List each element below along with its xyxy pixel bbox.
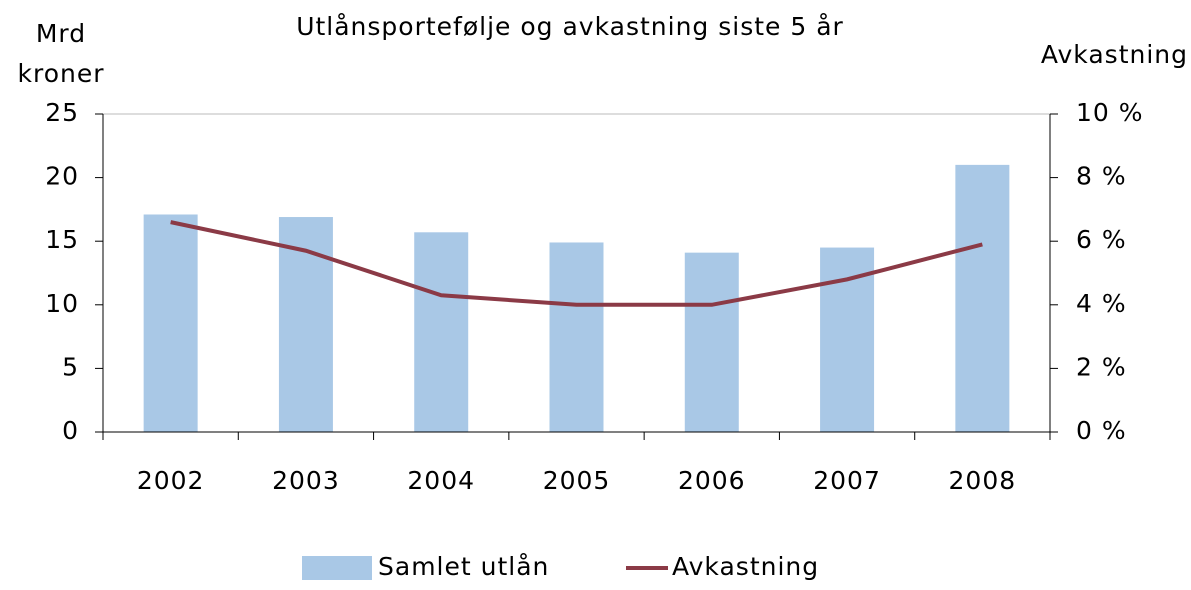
line xyxy=(170,220,983,307)
legend-swatch xyxy=(302,556,372,580)
bar xyxy=(549,242,604,432)
y-tick-label: 15 xyxy=(45,225,79,254)
x-tick-label: 2007 xyxy=(813,466,881,495)
y2-tick-label: 4 % xyxy=(1076,289,1127,318)
bar xyxy=(278,217,333,432)
y2-tick-label: 6 % xyxy=(1076,225,1127,254)
y2-tick-label: 10 % xyxy=(1076,98,1144,127)
bar xyxy=(955,164,1010,432)
y-tick-label: 0 xyxy=(62,416,79,445)
x-tick-label: 2008 xyxy=(949,466,1017,495)
y2-tick-label: 8 % xyxy=(1076,162,1127,191)
y-axis-label: Mrd kroner xyxy=(17,19,105,88)
y2-tick-label: 0 % xyxy=(1076,416,1127,445)
x-tick-label: 2003 xyxy=(272,466,340,495)
y-tick-label: 5 xyxy=(62,352,79,381)
bar xyxy=(143,214,198,432)
bar xyxy=(684,252,739,432)
legend-label: Samlet utlån xyxy=(378,552,549,581)
y2-tick-label: 2 % xyxy=(1076,352,1127,381)
legend-label: Avkastning xyxy=(672,552,819,581)
x-tick-label: 2004 xyxy=(407,466,475,495)
bar xyxy=(414,232,469,432)
y-tick-label: 10 xyxy=(45,289,79,318)
chart-title: Utlånsportefølje og avkastning siste 5 å… xyxy=(296,12,844,41)
y2-axis-label: Avkastning xyxy=(1041,40,1188,69)
y-tick-label: 20 xyxy=(45,162,79,191)
y-tick-label: 25 xyxy=(45,98,79,127)
x-tick-label: 2006 xyxy=(678,466,746,495)
x-tick-label: 2002 xyxy=(137,466,205,495)
x-tick-label: 2005 xyxy=(543,466,611,495)
